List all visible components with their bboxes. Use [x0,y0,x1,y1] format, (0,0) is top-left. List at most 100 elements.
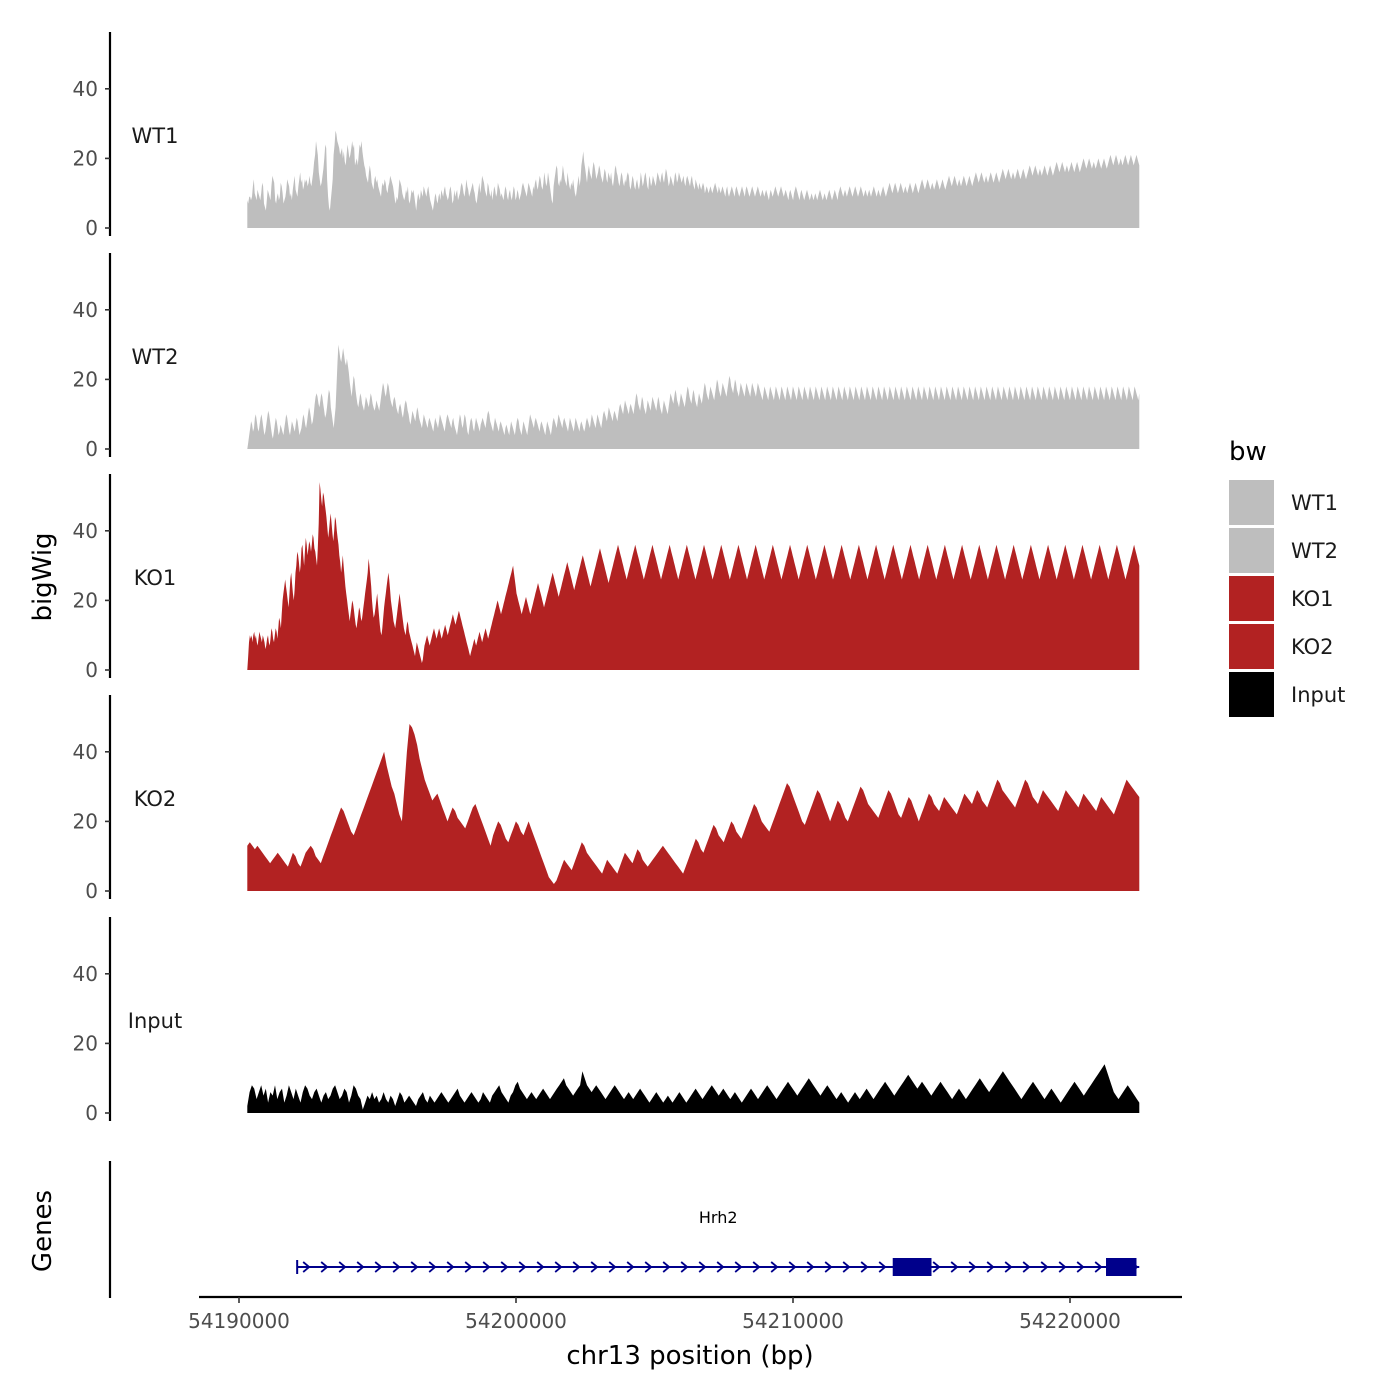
strand-arrow [770,1261,779,1273]
strand-arrow [734,1261,743,1273]
strand-arrow [554,1261,563,1273]
gene-label: Hrh2 [699,1208,738,1227]
coverage-area-ko2 [247,724,1140,891]
legend-item-wt1: WT1 [1229,480,1338,525]
exon-block [1106,1258,1137,1276]
y-tick-label: 40 [73,77,98,101]
strand-arrow [374,1261,383,1273]
strand-arrow [1004,1261,1013,1273]
y-tick-label: 20 [73,809,98,833]
strand-arrow [302,1261,311,1273]
y-tick-label: 0 [85,216,98,240]
genes-track-title: Genes [28,1190,58,1272]
y-tick-label: 20 [73,588,98,612]
track-ko2: 0 20 40 KO2 [73,695,1140,903]
strand-arrow [950,1261,959,1273]
coverage-area-wt1 [247,130,1140,228]
strand-arrow [1022,1261,1031,1273]
legend-label: KO1 [1291,587,1334,611]
y-tick-label: 40 [73,298,98,322]
legend-swatch [1229,672,1274,717]
strand-arrow [662,1261,671,1273]
strand-arrow [464,1261,473,1273]
genes-track: Hrh2 [108,1161,1140,1298]
strand-arrow [860,1261,869,1273]
x-tick-label: 54210000 [742,1309,844,1333]
y-axis-title: bigWig [28,532,58,621]
strand-arrow [626,1261,635,1273]
y-tick-label: 40 [73,740,98,764]
strand-arrow [482,1261,491,1273]
legend-swatch [1229,480,1274,525]
strand-arrow [680,1261,689,1273]
legend-label: Input [1291,683,1345,707]
legend-label: WT1 [1291,491,1338,515]
track-panels: 0 20 40 WT1 0 20 40 WT2 0 20 40 KO1 0 20 40 KO2 0 20 40 Inp… [73,32,1140,1125]
strand-arrow [392,1261,401,1273]
legend-item-ko2: KO2 [1229,624,1334,669]
strand-arrow [806,1261,815,1273]
x-tick-label: 54220000 [1019,1309,1121,1333]
track-label: Input [128,1009,182,1033]
exon-block [892,1258,932,1276]
strand-arrow [1076,1261,1085,1273]
coverage-area-wt2 [247,344,1140,449]
strand-arrow [1058,1261,1067,1273]
gene-hrh2: Hrh2 [296,1208,1140,1276]
strand-arrow [536,1261,545,1273]
strand-arrow [842,1261,851,1273]
legend-swatch [1229,624,1274,669]
x-axis-title: chr13 position (bp) [566,1341,813,1371]
track-input: 0 20 40 Input [73,917,1140,1125]
legend-label: WT2 [1291,539,1338,563]
y-tick-label: 0 [85,658,98,682]
legend-item-ko1: KO1 [1229,576,1334,621]
strand-arrow [428,1261,437,1273]
x-axis: 54190000 54200000 54210000 54220000 [188,1295,1182,1333]
track-label: KO2 [134,787,177,811]
strand-arrow [878,1261,887,1273]
strand-arrow [932,1261,941,1273]
strand-arrow [572,1261,581,1273]
coverage-area-input [247,1064,1140,1113]
coverage-area-ko1 [247,482,1140,670]
legend-swatch [1229,528,1274,573]
strand-arrow [824,1261,833,1273]
legend: bw WT1 WT2 KO1 KO2 Input [1229,437,1345,717]
x-tick-label: 54190000 [188,1309,290,1333]
track-wt1: 0 20 40 WT1 [73,32,1140,240]
strand-arrow [968,1261,977,1273]
y-tick-label: 20 [73,1031,98,1055]
strand-arrow [500,1261,509,1273]
y-tick-label: 0 [85,1101,98,1125]
track-ko1: 0 20 40 KO1 [73,474,1140,682]
strand-arrow [698,1261,707,1273]
strand-arrow [986,1261,995,1273]
strand-arrow [608,1261,617,1273]
strand-arrow [788,1261,797,1273]
strand-arrow [410,1261,419,1273]
strand-arrow [716,1261,725,1273]
legend-swatch [1229,576,1274,621]
strand-arrow [518,1261,527,1273]
legend-title: bw [1229,437,1267,467]
x-tick-label: 54200000 [465,1309,567,1333]
track-label: KO1 [134,566,177,590]
strand-arrow [320,1261,329,1273]
y-tick-label: 40 [73,519,98,543]
y-tick-label: 20 [73,146,98,170]
strand-arrow [590,1261,599,1273]
strand-arrow [356,1261,365,1273]
strand-arrow [338,1261,347,1273]
strand-arrow [1094,1261,1103,1273]
track-label: WT1 [132,124,179,148]
y-tick-label: 0 [85,437,98,461]
legend-item-wt2: WT2 [1229,528,1338,573]
strand-arrow [644,1261,653,1273]
legend-item-input: Input [1229,672,1345,717]
y-tick-label: 20 [73,367,98,391]
y-tick-label: 40 [73,962,98,986]
track-wt2: 0 20 40 WT2 [73,253,1140,461]
strand-arrow [1040,1261,1049,1273]
